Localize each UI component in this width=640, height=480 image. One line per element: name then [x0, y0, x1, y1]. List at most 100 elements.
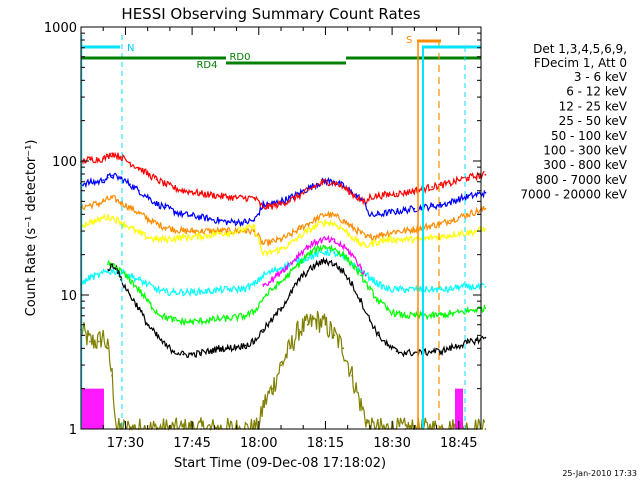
data-point	[173, 350, 176, 353]
data-point	[209, 218, 211, 220]
data-point	[360, 300, 362, 302]
data-point	[173, 237, 176, 240]
data-point	[364, 245, 367, 248]
data-point	[200, 235, 202, 238]
data-point	[120, 201, 122, 204]
data-point	[253, 230, 256, 233]
data-point	[191, 353, 194, 356]
night-label: N	[127, 43, 134, 54]
data-point	[306, 253, 309, 256]
data-point	[369, 196, 371, 198]
data-point	[226, 232, 229, 234]
data-point	[271, 202, 273, 205]
data-point	[137, 278, 140, 281]
data-point	[235, 197, 238, 199]
data-point	[262, 274, 265, 277]
data-point	[449, 201, 451, 204]
legend-entry-label: 6 - 12 keV	[566, 85, 628, 99]
data-point	[164, 291, 167, 294]
data-point	[262, 404, 265, 407]
data-point	[173, 187, 176, 189]
data-point	[209, 319, 211, 321]
data-point	[155, 178, 158, 181]
data-point	[297, 259, 300, 262]
data-point	[413, 207, 416, 210]
data-point	[440, 204, 442, 206]
data-point	[457, 198, 460, 201]
data-point	[395, 288, 398, 291]
data-point	[106, 263, 109, 265]
data-point	[369, 214, 371, 217]
data-point	[164, 183, 167, 186]
data-point	[342, 185, 345, 188]
data-point	[315, 248, 318, 251]
legend-entry-label: 25 - 50 keV	[559, 114, 628, 128]
data-point	[262, 206, 265, 209]
data-point	[342, 256, 345, 259]
data-point	[386, 344, 389, 347]
data-point	[289, 294, 291, 296]
data-point	[466, 310, 469, 312]
data-point	[164, 206, 167, 209]
data-point	[209, 193, 211, 196]
x-tick-label: 17:30	[107, 436, 144, 451]
data-point	[360, 266, 362, 269]
data-point	[297, 328, 300, 331]
data-point	[484, 228, 487, 231]
data-point	[89, 158, 91, 161]
data-point	[102, 179, 105, 182]
data-point	[262, 243, 265, 246]
data-point	[271, 250, 273, 253]
data-point	[244, 228, 247, 231]
data-point	[146, 196, 149, 198]
data-point	[431, 236, 433, 239]
data-point	[404, 209, 407, 212]
data-point	[89, 181, 91, 184]
data-point	[164, 238, 167, 241]
data-point	[315, 183, 318, 186]
y-tick-label: 100	[52, 155, 77, 170]
data-point	[333, 222, 336, 225]
data-point	[413, 288, 416, 291]
data-point	[200, 320, 202, 322]
data-point	[89, 221, 91, 224]
series-line	[107, 256, 485, 359]
data-point	[342, 219, 345, 222]
y-tick-label: 1000	[44, 21, 77, 36]
data-point	[200, 216, 202, 219]
data-point	[191, 236, 194, 239]
data-point	[106, 347, 109, 350]
data-point	[377, 334, 380, 337]
data-point	[386, 308, 389, 311]
data-point	[280, 248, 282, 251]
data-point	[475, 339, 478, 342]
data-point	[155, 222, 158, 225]
x-tick-label: 18:15	[307, 436, 344, 451]
data-point	[449, 219, 451, 222]
data-point	[324, 180, 327, 182]
data-point	[280, 238, 282, 241]
data-point	[97, 158, 100, 161]
data-point	[200, 230, 202, 233]
data-point	[97, 180, 100, 183]
data-point	[217, 219, 220, 222]
data-point	[297, 253, 300, 256]
data-point	[342, 253, 345, 256]
data-point	[484, 336, 487, 339]
data-point	[155, 202, 158, 205]
legend-header-line: Det 1,3,4,5,6,9,	[533, 42, 627, 56]
data-point	[306, 256, 309, 259]
data-point	[244, 221, 247, 224]
data-point	[333, 248, 336, 251]
data-point	[315, 240, 318, 243]
data-point	[97, 274, 100, 277]
data-point	[306, 230, 309, 233]
data-point	[324, 238, 327, 241]
data-point	[369, 243, 371, 246]
data-point	[146, 323, 149, 326]
data-point	[440, 288, 442, 291]
data-point	[324, 245, 327, 248]
data-point	[106, 155, 109, 158]
data-point	[253, 340, 256, 343]
data-point	[164, 226, 167, 229]
